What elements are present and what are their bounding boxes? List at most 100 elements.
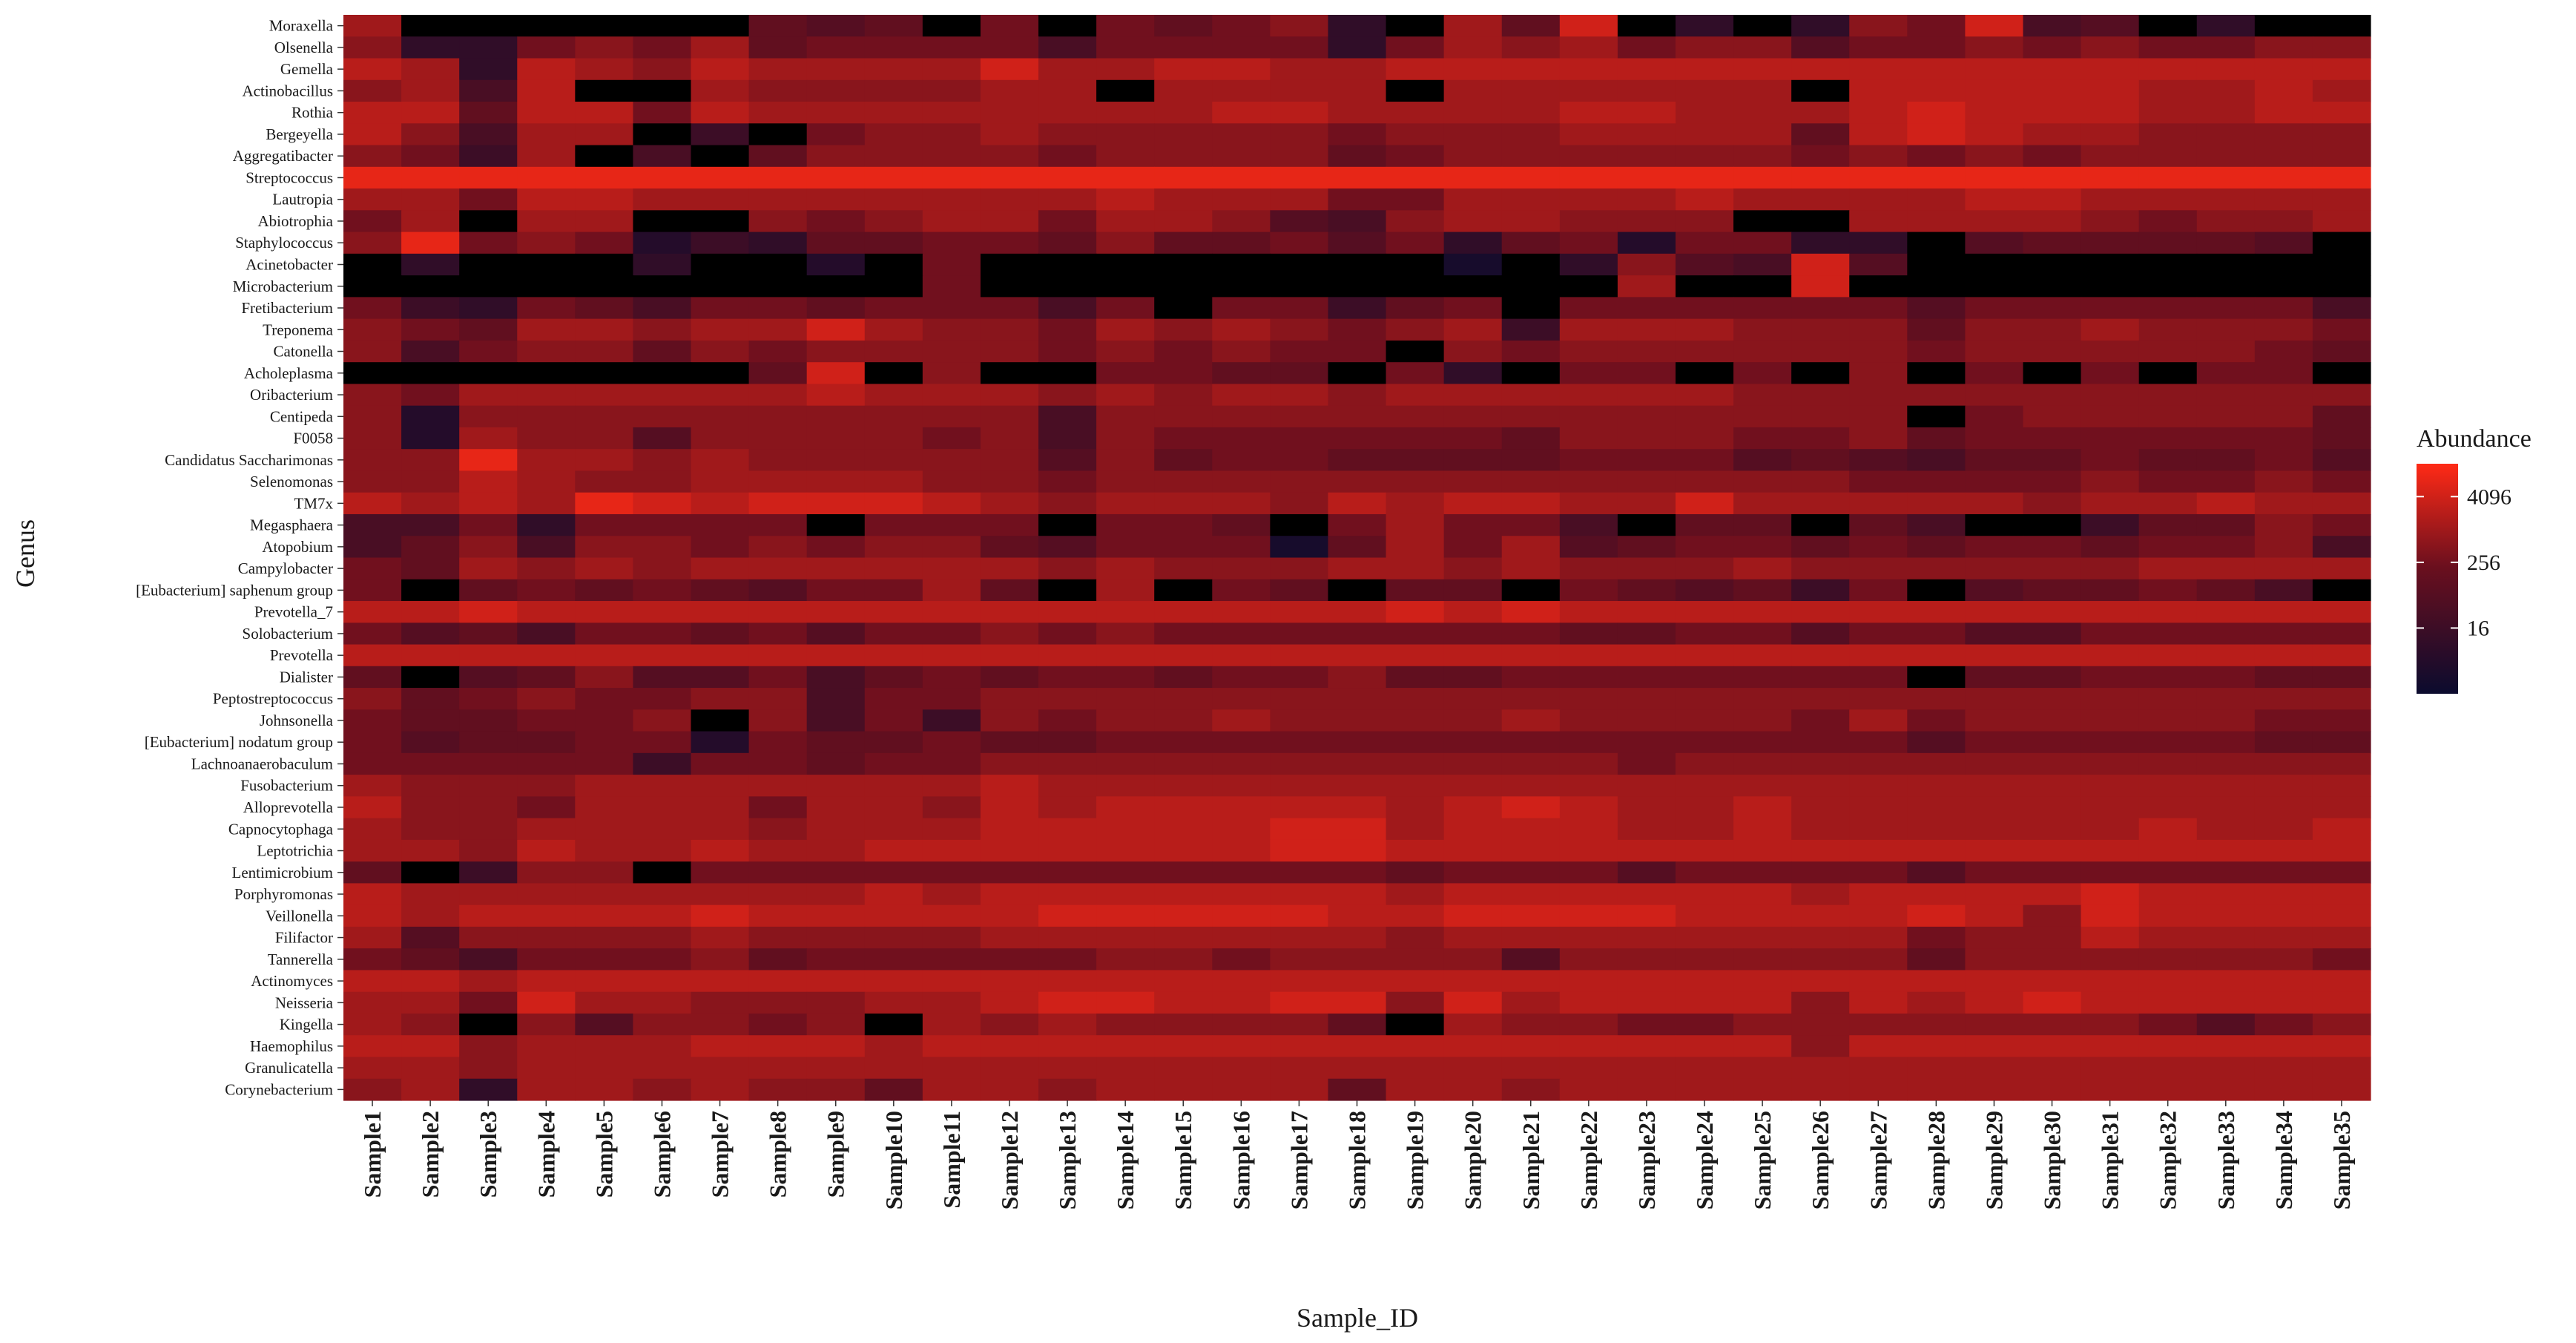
genus-label: Alloprevotella — [243, 798, 334, 816]
heatmap-cell — [1096, 601, 1155, 623]
heatmap-cell — [1212, 536, 1271, 559]
heatmap-cell — [1733, 405, 1792, 428]
heatmap-cell — [1154, 709, 1213, 732]
heatmap-cell — [980, 970, 1039, 993]
genus-label: Acholeplasma — [244, 364, 334, 382]
heatmap-cell — [1733, 536, 1792, 559]
heatmap-cell — [1559, 232, 1618, 255]
heatmap-cell — [748, 513, 808, 536]
heatmap-cell — [1791, 775, 1850, 797]
heatmap-cell — [1907, 579, 1966, 602]
heatmap-cell — [2312, 666, 2371, 689]
heatmap-cell — [1675, 210, 1734, 233]
heatmap-cell — [922, 427, 981, 450]
heatmap-cell — [980, 362, 1039, 385]
heatmap-cell — [1733, 904, 1792, 927]
heatmap-cell — [1154, 297, 1213, 320]
heatmap-cell — [1733, 384, 1792, 407]
heatmap-cell — [575, 470, 634, 493]
heatmap-cell — [748, 839, 808, 862]
heatmap-cell — [2312, 644, 2371, 667]
heatmap-cell — [1154, 644, 1213, 667]
heatmap-cell — [1212, 427, 1271, 450]
heatmap-cell — [1675, 904, 1734, 927]
heatmap-cell — [1328, 427, 1387, 450]
heatmap-cell — [1965, 470, 2024, 493]
heatmap-cell — [1328, 579, 1387, 602]
heatmap-cell — [1849, 926, 1908, 949]
heatmap-cell — [1212, 731, 1271, 754]
heatmap-cell — [1096, 796, 1155, 819]
sample-label: Sample27 — [1865, 1111, 1891, 1209]
heatmap-cell — [1386, 731, 1445, 754]
heatmap-cell — [2081, 15, 2140, 37]
heatmap-cell — [748, 36, 808, 59]
legend-tick-label: 4096 — [2467, 485, 2511, 509]
heatmap-cell — [2138, 318, 2198, 341]
heatmap-cell — [459, 557, 518, 580]
heatmap-cell — [1212, 948, 1271, 971]
heatmap-cell — [2254, 883, 2313, 906]
heatmap-cell — [1443, 926, 1503, 949]
heatmap-cell — [748, 166, 808, 189]
heatmap-cell — [806, 926, 866, 949]
heatmap-cell — [1328, 752, 1387, 775]
heatmap-cell — [864, 557, 923, 580]
heatmap-cell — [459, 362, 518, 385]
heatmap-cell — [1270, 883, 1329, 906]
heatmap-cell — [1154, 601, 1213, 623]
heatmap-cell — [575, 775, 634, 797]
heatmap-cell — [1154, 623, 1213, 646]
heatmap-cell — [864, 1035, 923, 1058]
heatmap-cell — [980, 948, 1039, 971]
heatmap-cell — [1907, 1057, 1966, 1080]
heatmap-cell — [980, 58, 1039, 81]
heatmap-cell — [459, 579, 518, 602]
heatmap-cell — [1154, 102, 1213, 124]
heatmap-cell — [1965, 861, 2024, 884]
heatmap-cell — [517, 232, 576, 255]
heatmap-cell — [1791, 796, 1850, 819]
sample-label: Sample17 — [1285, 1111, 1312, 1209]
heatmap-cell — [1501, 513, 1561, 536]
heatmap-cell — [2138, 731, 2198, 754]
heatmap-cell — [1965, 405, 2024, 428]
heatmap-cell — [2081, 709, 2140, 732]
heatmap-cell — [459, 991, 518, 1014]
heatmap-cell — [1501, 145, 1561, 168]
heatmap-cell — [1154, 666, 1213, 689]
heatmap-cell — [401, 210, 460, 233]
heatmap-cell — [1907, 666, 1966, 689]
heatmap-cell — [2138, 861, 2198, 884]
heatmap-cell — [1617, 1078, 1676, 1101]
heatmap-cell — [2254, 948, 2313, 971]
heatmap-cell — [2138, 752, 2198, 775]
heatmap-cell — [1443, 58, 1503, 81]
heatmap-cell — [1443, 948, 1503, 971]
heatmap-cell — [517, 948, 576, 971]
heatmap-cell — [1733, 275, 1792, 298]
sample-label: Sample12 — [996, 1111, 1023, 1209]
heatmap-cell — [2138, 297, 2198, 320]
heatmap-cell — [1096, 557, 1155, 580]
heatmap-cell — [1965, 1078, 2024, 1101]
heatmap-cell — [2138, 123, 2198, 146]
heatmap-cell — [1733, 557, 1792, 580]
heatmap-cell — [1270, 36, 1329, 59]
heatmap-cell — [1328, 926, 1387, 949]
heatmap-cell — [1849, 883, 1908, 906]
heatmap-cell — [691, 340, 750, 363]
heatmap-cell — [517, 579, 576, 602]
heatmap-cell — [864, 948, 923, 971]
heatmap-cell — [2196, 970, 2256, 993]
genus-label: Moraxella — [269, 17, 334, 35]
heatmap-cell — [633, 297, 692, 320]
heatmap-cell — [1328, 644, 1387, 667]
heatmap-cell — [2081, 601, 2140, 623]
heatmap-cell — [2081, 623, 2140, 646]
heatmap-cell — [1675, 513, 1734, 536]
heatmap-cell — [401, 145, 460, 168]
heatmap-cell — [1791, 904, 1850, 927]
heatmap-cell — [2254, 253, 2313, 276]
genus-label: Fusobacterium — [240, 777, 333, 795]
